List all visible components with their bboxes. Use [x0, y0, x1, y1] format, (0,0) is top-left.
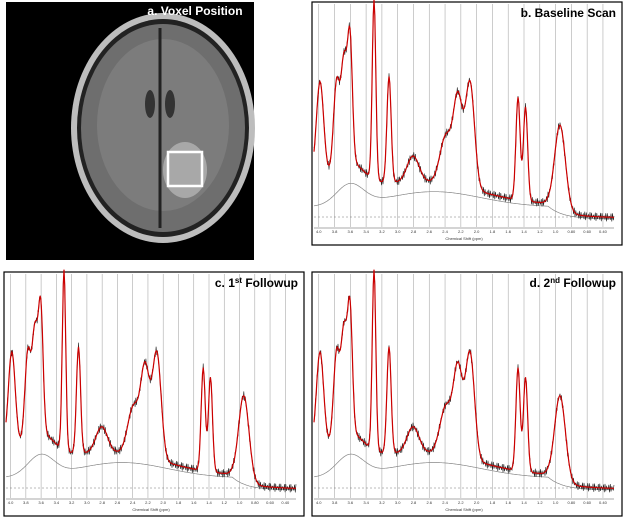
tick-label: 1.4 — [521, 229, 527, 234]
baseline-curve — [313, 453, 614, 491]
tick-label: 4.0 — [316, 500, 322, 505]
label-text: b. Baseline Scan — [521, 6, 616, 20]
label-text: c. 1 — [215, 276, 235, 290]
baseline-curve — [5, 453, 296, 491]
tick-label: 3.0 — [395, 229, 401, 234]
tick-label: 1.8 — [490, 500, 496, 505]
tick-label: 1.6 — [505, 500, 511, 505]
tick-label: 1.8 — [176, 500, 182, 505]
tick-label: 0.60 — [583, 229, 592, 234]
tick-label: 2.6 — [115, 500, 121, 505]
panel-frame — [311, 1, 623, 246]
tick-label: 1.2 — [537, 229, 543, 234]
tick-label: 3.2 — [379, 229, 385, 234]
tick-label: 2.4 — [442, 229, 448, 234]
tick-label: 0.60 — [583, 500, 592, 505]
tick-label: 1.4 — [521, 500, 527, 505]
panel-label: d. 2nd Followup — [530, 276, 616, 290]
tick-label: 2.2 — [458, 229, 464, 234]
tick-label: 0.80 — [567, 229, 576, 234]
tick-label: 4.0 — [8, 500, 14, 505]
label-sup: st — [235, 276, 242, 285]
axis-title: Chemical Shift (ppm) — [445, 236, 483, 241]
panel-frame — [311, 271, 623, 517]
tick-label: 3.2 — [69, 500, 75, 505]
tick-label: 2.0 — [474, 500, 480, 505]
tick-label: 0.40 — [599, 229, 608, 234]
label-text: Followup — [242, 276, 298, 290]
label-text: Followup — [560, 276, 616, 290]
tick-label: 2.0 — [160, 500, 166, 505]
tick-label: 3.8 — [332, 500, 338, 505]
tick-label: 1.2 — [537, 500, 543, 505]
axis-title: Chemical Shift (ppm) — [132, 507, 170, 512]
label-sup: nd — [550, 276, 560, 285]
tick-label: 3.4 — [54, 500, 60, 505]
tick-label: 2.6 — [426, 500, 432, 505]
tick-label: 3.6 — [348, 229, 354, 234]
tick-label: 3.4 — [363, 500, 369, 505]
tick-label: 1.4 — [206, 500, 212, 505]
tick-label: 3.0 — [395, 500, 401, 505]
white-matter — [97, 39, 229, 211]
tick-label: 2.4 — [130, 500, 136, 505]
tick-label: 4.0 — [316, 229, 322, 234]
tick-label: 3.4 — [363, 229, 369, 234]
axis-title: Chemical Shift (ppm) — [445, 507, 483, 512]
tick-label: 2.8 — [411, 229, 417, 234]
tick-label: 0.60 — [266, 500, 275, 505]
tick-label: 1.0 — [553, 500, 559, 505]
tick-label: 2.8 — [411, 500, 417, 505]
tick-label: 1.2 — [221, 500, 227, 505]
panel-label: c. 1st Followup — [215, 276, 298, 290]
fit-spectrum — [5, 269, 296, 489]
panel-label: a. Voxel Position — [147, 4, 242, 18]
label-text: d. 2 — [530, 276, 551, 290]
voxel-box — [166, 150, 204, 188]
ventricle — [145, 90, 155, 118]
ventricle — [165, 90, 175, 118]
tick-label: 2.8 — [99, 500, 105, 505]
tick-label: 0.80 — [567, 500, 576, 505]
tick-label: 0.80 — [251, 500, 260, 505]
panel-frame — [3, 271, 305, 517]
tick-label: 0.40 — [599, 500, 608, 505]
tick-label: 3.2 — [379, 500, 385, 505]
tick-label: 1.6 — [191, 500, 197, 505]
tick-label: 0.40 — [281, 500, 290, 505]
fit-spectrum — [313, 269, 614, 489]
tick-label: 1.8 — [490, 229, 496, 234]
panel-label: b. Baseline Scan — [521, 6, 616, 20]
tick-label: 2.0 — [474, 229, 480, 234]
tick-label: 2.2 — [145, 500, 151, 505]
baseline-curve — [313, 182, 614, 220]
tick-label: 1.0 — [237, 500, 243, 505]
tick-label: 1.6 — [505, 229, 511, 234]
tick-label: 3.6 — [348, 500, 354, 505]
tick-label: 2.2 — [458, 500, 464, 505]
tick-label: 3.8 — [23, 500, 29, 505]
lesion — [163, 142, 207, 198]
tick-label: 3.6 — [38, 500, 44, 505]
tick-label: 3.0 — [84, 500, 90, 505]
tick-label: 1.0 — [553, 229, 559, 234]
tick-label: 3.8 — [332, 229, 338, 234]
fit-spectrum — [313, 0, 614, 218]
tick-label: 2.4 — [442, 500, 448, 505]
tick-label: 2.6 — [426, 229, 432, 234]
